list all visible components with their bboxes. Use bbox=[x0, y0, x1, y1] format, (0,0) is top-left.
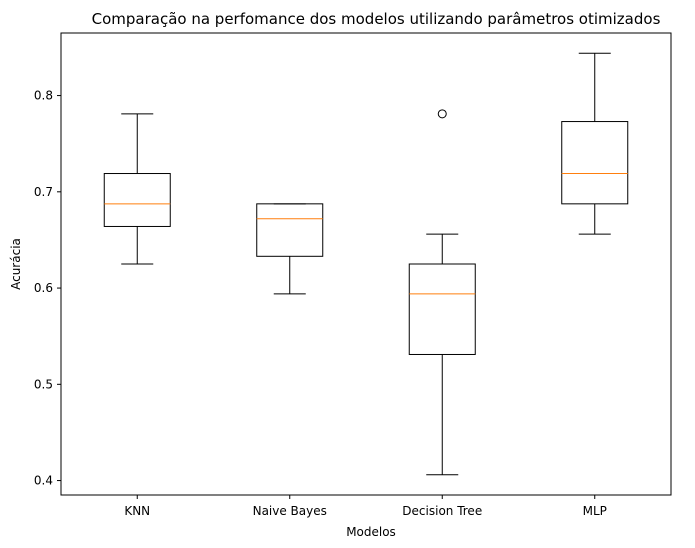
x-tick-label: KNN bbox=[124, 504, 150, 518]
x-tick-label: Decision Tree bbox=[402, 504, 482, 518]
x-tick-label: Naive Bayes bbox=[253, 504, 327, 518]
x-axis-label: Modelos bbox=[346, 525, 396, 539]
chart-title: Comparação na perfomance dos modelos uti… bbox=[92, 10, 661, 28]
box-iqr bbox=[408, 263, 476, 355]
y-tick-label: 0.6 bbox=[34, 281, 53, 295]
y-tick-label: 0.7 bbox=[34, 185, 53, 199]
plot-area: 0.4 0.5 0.6 0.7 0.8 KNN Naive Bayes Decision Tr… bbox=[34, 52, 629, 518]
y-tick-label: 0.5 bbox=[34, 377, 53, 391]
box-iqr bbox=[561, 121, 629, 205]
x-tick-label: MLP bbox=[583, 504, 607, 518]
y-tick-label: 0.8 bbox=[34, 89, 53, 103]
y-tick-label: 0.4 bbox=[34, 474, 53, 488]
box-iqr bbox=[103, 173, 171, 227]
box-iqr bbox=[256, 203, 324, 257]
plot-frame bbox=[60, 32, 672, 496]
y-axis-label: Acurácia bbox=[9, 238, 23, 290]
outlier-point bbox=[437, 109, 447, 119]
